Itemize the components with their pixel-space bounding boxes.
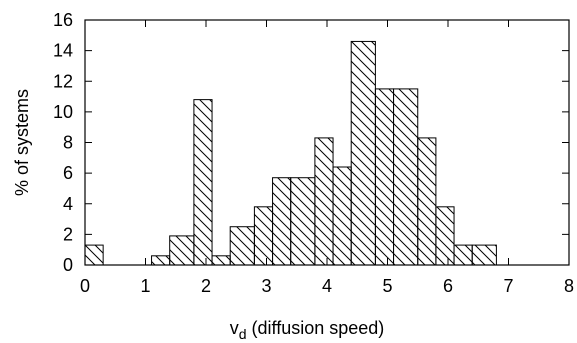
x-tick-label: 3 (261, 276, 271, 296)
y-tick-label: 6 (63, 163, 73, 183)
y-axis-label: % of systems (12, 89, 32, 196)
histogram-bar (374, 88, 395, 266)
x-axis-label-suffix: (diffusion speed) (247, 318, 385, 338)
y-tick-label: 16 (53, 10, 73, 30)
histogram-bar (211, 255, 231, 266)
y-tick-label: 2 (63, 224, 73, 244)
histogram-bar (314, 137, 334, 266)
x-axis-label: vd (diffusion speed) (230, 318, 385, 342)
histogram-bar (417, 137, 437, 266)
x-tick-label: 5 (382, 276, 392, 296)
histogram-bar (84, 244, 104, 266)
y-tick-label: 12 (53, 71, 73, 91)
bars-layer (84, 40, 497, 266)
x-tick-label: 1 (140, 276, 150, 296)
histogram-bar (151, 255, 171, 266)
y-tick-label: 8 (63, 133, 73, 153)
x-tick-label: 7 (503, 276, 513, 296)
histogram-bar (253, 206, 274, 266)
y-tick-label: 0 (63, 255, 73, 275)
x-tick-label: 0 (80, 276, 90, 296)
histogram-bar (350, 40, 376, 266)
histogram-bar (290, 177, 316, 266)
histogram-bar (435, 206, 455, 266)
x-tick-label: 4 (322, 276, 332, 296)
histogram-bar (393, 88, 419, 266)
y-tick-label: 4 (63, 194, 73, 214)
histogram-bar (193, 99, 213, 266)
histogram-bar (272, 177, 292, 266)
histogram-bar (169, 235, 195, 266)
histogram-bar (229, 226, 255, 266)
histogram-bar (471, 244, 497, 266)
x-axis-label-subscript: d (239, 326, 247, 342)
histogram-bar (332, 166, 352, 266)
x-axis-label-prefix: v (230, 318, 239, 338)
x-tick-label: 8 (564, 276, 574, 296)
histogram-bar (453, 244, 473, 266)
x-tick-label: 2 (201, 276, 211, 296)
y-tick-label: 14 (53, 41, 73, 61)
x-tick-label: 6 (443, 276, 453, 296)
y-tick-label: 10 (53, 102, 73, 122)
